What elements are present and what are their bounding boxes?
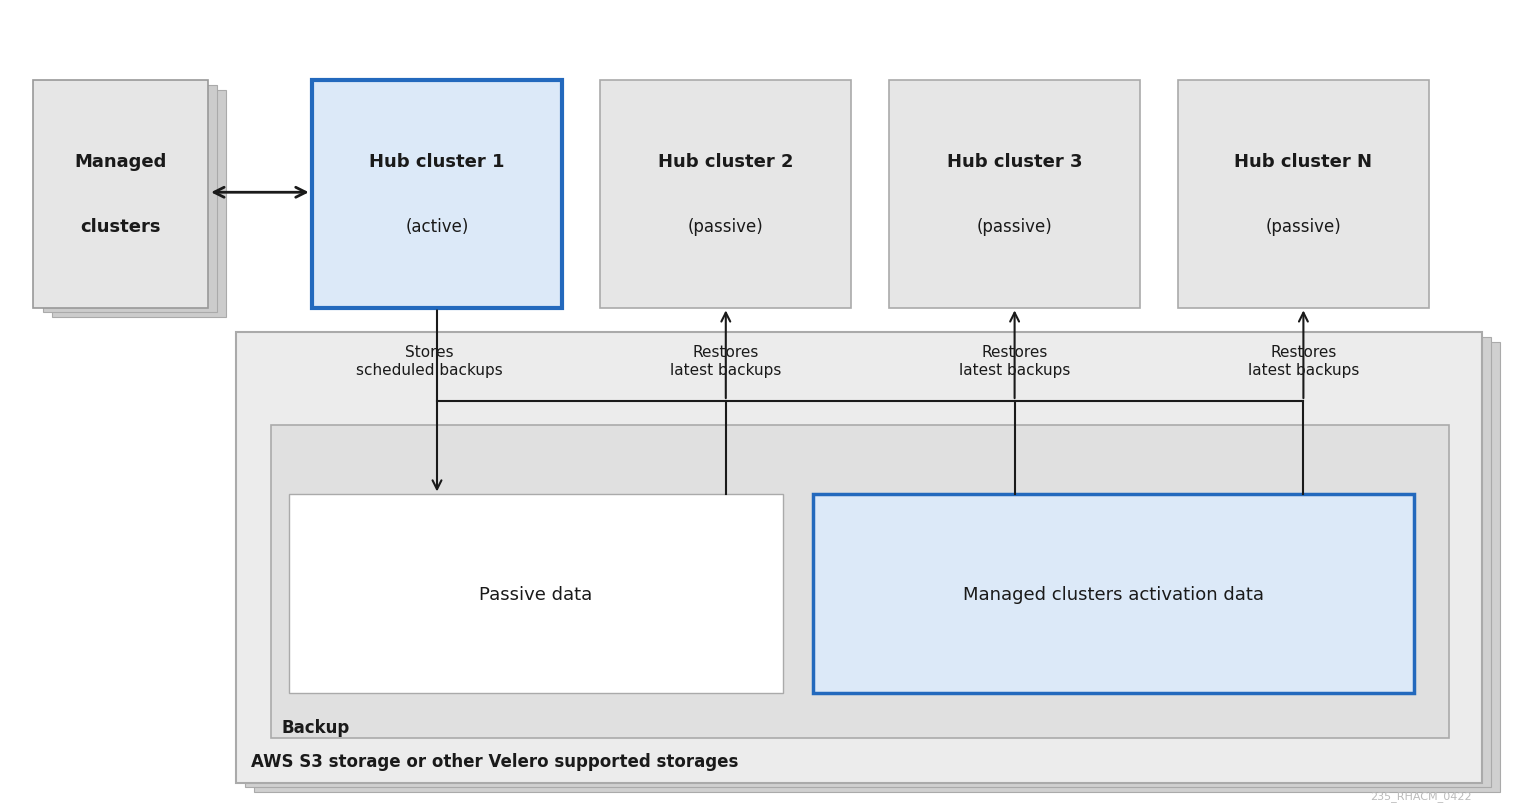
Text: Restores
latest backups: Restores latest backups	[670, 345, 781, 377]
FancyBboxPatch shape	[813, 495, 1414, 693]
FancyBboxPatch shape	[600, 81, 851, 308]
Text: (passive): (passive)	[689, 218, 763, 236]
Text: Hub cluster 1: Hub cluster 1	[369, 153, 505, 171]
FancyBboxPatch shape	[889, 81, 1140, 308]
Text: 235_RHACM_0422: 235_RHACM_0422	[1370, 791, 1471, 801]
FancyBboxPatch shape	[312, 81, 562, 308]
Text: (passive): (passive)	[977, 218, 1052, 236]
Text: Restores
latest backups: Restores latest backups	[959, 345, 1070, 377]
FancyBboxPatch shape	[1178, 81, 1429, 308]
FancyBboxPatch shape	[289, 495, 783, 693]
FancyBboxPatch shape	[245, 337, 1491, 787]
FancyBboxPatch shape	[33, 81, 208, 308]
Text: Backup: Backup	[281, 718, 350, 736]
Text: (active): (active)	[406, 218, 468, 236]
Text: Stores
scheduled backups: Stores scheduled backups	[356, 345, 503, 377]
FancyBboxPatch shape	[43, 86, 217, 313]
Text: clusters: clusters	[81, 218, 161, 236]
FancyBboxPatch shape	[236, 333, 1482, 783]
Text: Managed clusters activation data: Managed clusters activation data	[962, 585, 1265, 603]
FancyBboxPatch shape	[254, 342, 1500, 792]
Text: (passive): (passive)	[1266, 218, 1341, 236]
FancyBboxPatch shape	[52, 91, 226, 318]
Text: Hub cluster 2: Hub cluster 2	[658, 153, 793, 171]
Text: AWS S3 storage or other Velero supported storages: AWS S3 storage or other Velero supported…	[251, 752, 739, 770]
Text: Hub cluster 3: Hub cluster 3	[947, 153, 1082, 171]
Text: Hub cluster N: Hub cluster N	[1234, 153, 1373, 171]
Text: Restores
latest backups: Restores latest backups	[1248, 345, 1359, 377]
Text: Passive data: Passive data	[479, 585, 593, 603]
Text: Managed: Managed	[74, 153, 167, 171]
FancyBboxPatch shape	[271, 426, 1449, 738]
